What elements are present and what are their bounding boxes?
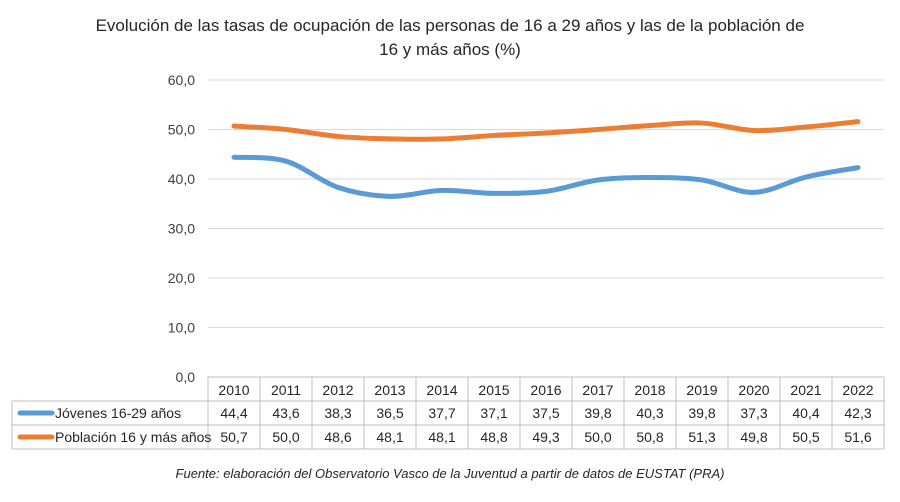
y-axis: 0,0 10,0 20,0 30,0 40,0 50,0 60,0 (168, 72, 195, 385)
source-note: Fuente: elaboración del Observatorio Vas… (175, 466, 725, 481)
data-label: 40,3 (636, 405, 663, 421)
legend-label-2: Población 16 y más años (55, 429, 211, 445)
x-tick-label: 2018 (634, 382, 665, 398)
data-label: 37,3 (740, 405, 767, 421)
x-tick-label: 2011 (271, 382, 301, 398)
data-label: 39,8 (584, 405, 611, 421)
data-label: 48,8 (480, 429, 507, 445)
y-tick-label: 20,0 (168, 270, 195, 286)
x-tick-label: 2013 (374, 382, 405, 398)
data-label: 50,7 (220, 429, 247, 445)
data-label: 48,1 (428, 429, 455, 445)
chart-title: Evolución de las tasas de ocupación de l… (0, 14, 900, 62)
y-tick-label: 60,0 (168, 72, 195, 88)
data-label: 42,3 (844, 405, 871, 421)
x-tick-label: 2020 (738, 382, 769, 398)
data-label: 51,6 (844, 429, 871, 445)
data-label: 38,3 (324, 405, 351, 421)
data-label: 49,8 (740, 429, 767, 445)
data-label: 44,4 (220, 405, 247, 421)
x-tick-label: 2014 (426, 382, 457, 398)
legend-label-1: Jóvenes 16-29 años (55, 405, 181, 421)
y-tick-label: 40,0 (168, 171, 195, 187)
data-label: 39,8 (688, 405, 715, 421)
x-tick-label: 2012 (322, 382, 353, 398)
data-label: 48,1 (376, 429, 403, 445)
data-label: 49,3 (532, 429, 559, 445)
series-line-2 (231, 119, 861, 142)
data-label: 36,5 (376, 405, 403, 421)
data-label: 50,0 (584, 429, 611, 445)
data-label: 43,6 (272, 405, 299, 421)
x-tick-label: 2019 (686, 382, 717, 398)
chart-title-line1: Evolución de las tasas de ocupación de l… (95, 16, 805, 35)
gridlines (208, 79, 884, 328)
data-label: 50,8 (636, 429, 663, 445)
x-tick-label: 2022 (842, 382, 873, 398)
x-tick-label: 2010 (218, 382, 249, 398)
y-tick-label: 10,0 (168, 320, 195, 336)
y-tick-label: 50,0 (168, 122, 195, 138)
x-tick-label: 2016 (530, 382, 561, 398)
data-label: 50,0 (272, 429, 299, 445)
x-tick-label: 2015 (478, 382, 509, 398)
series-line-1 (231, 154, 861, 199)
y-tick-label: 0,0 (176, 369, 196, 385)
data-label: 37,1 (480, 405, 507, 421)
data-label: 51,3 (688, 429, 715, 445)
chart-title-line2: 16 y más años (%) (379, 40, 521, 59)
y-tick-label: 30,0 (168, 221, 195, 237)
data-label: 40,4 (792, 405, 819, 421)
x-tick-label: 2017 (582, 382, 613, 398)
data-label: 50,5 (792, 429, 819, 445)
data-table: 2010 2011 2012 2013 2014 2015 2016 2017 2018 2019… (11, 376, 885, 450)
data-label: 37,5 (532, 405, 559, 421)
data-label: 48,6 (324, 429, 351, 445)
x-tick-label: 2021 (790, 382, 821, 398)
series-lines (231, 119, 861, 199)
data-label: 37,7 (428, 405, 455, 421)
